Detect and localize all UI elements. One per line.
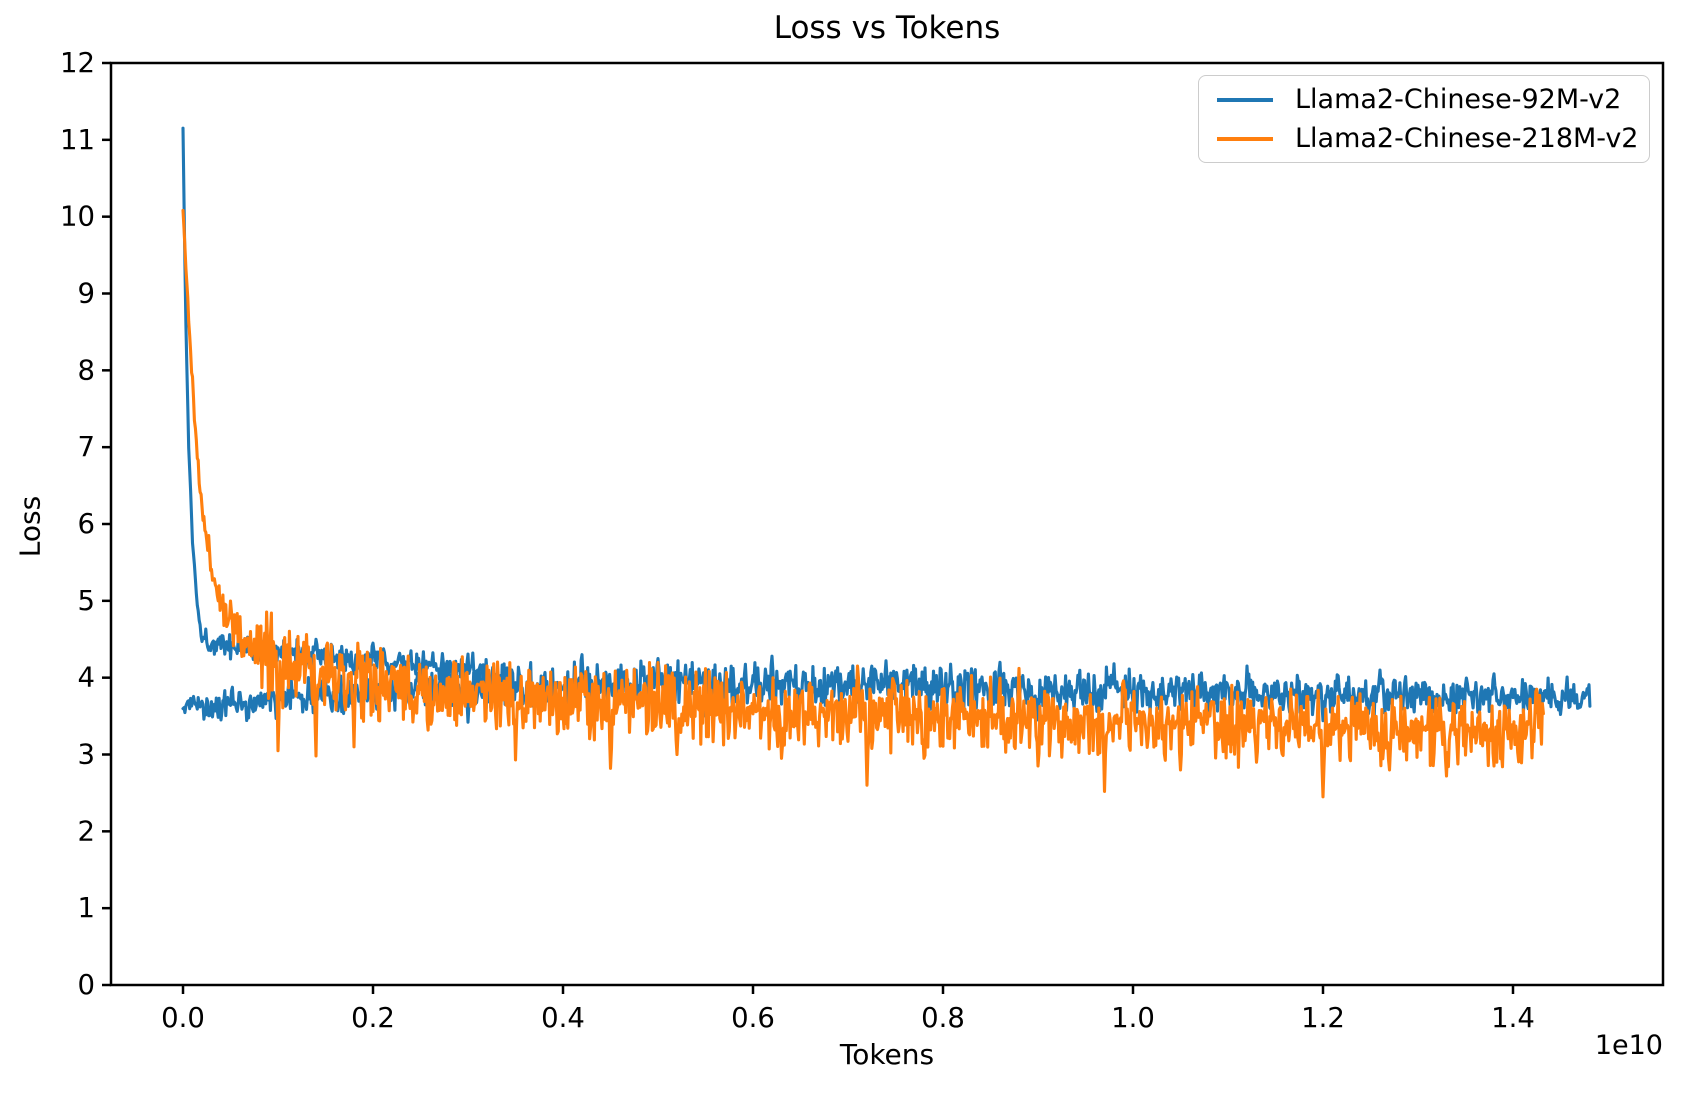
y-tick-label: 3	[78, 739, 96, 771]
legend-item: Llama2-Chinese-92M-v2	[1217, 83, 1649, 115]
y-tick-label: 5	[78, 585, 96, 617]
x-tick-label: 0.8	[921, 1002, 965, 1034]
y-tick-label: 2	[78, 815, 96, 847]
legend-item: Llama2-Chinese-218M-v2	[1217, 122, 1649, 154]
series-line-Llama2-Chinese-218M-v2	[181, 208, 1545, 799]
x-tick-label: 1.4	[1491, 1002, 1535, 1034]
y-tick-label: 6	[78, 508, 96, 540]
y-tick-label: 8	[78, 354, 96, 386]
y-tick-label: 7	[78, 431, 96, 463]
x-axis-label: Tokens	[839, 1038, 935, 1071]
y-tick-label: 12	[60, 47, 95, 79]
legend-label: Llama2-Chinese-92M-v2	[1295, 83, 1622, 115]
x-tick-label: 0.2	[351, 1002, 395, 1034]
legend-label: Llama2-Chinese-218M-v2	[1295, 122, 1639, 154]
y-tick-label: 4	[78, 662, 96, 694]
y-tick-label: 11	[60, 124, 95, 156]
y-tick-label: 0	[78, 969, 96, 1001]
series-line-Llama2-Chinese-92M-v2	[181, 126, 1592, 724]
y-axis-label: Loss	[13, 495, 47, 558]
legend-line-swatch-icon	[1217, 136, 1273, 141]
x-axis-offset-label: 1e10	[1594, 1030, 1663, 1061]
y-tick-label: 9	[78, 278, 96, 310]
y-tick-label: 1	[78, 892, 96, 924]
x-tick-label: 0.6	[731, 1002, 775, 1034]
x-tick-label: 0.4	[541, 1002, 585, 1034]
x-tick-label: 1.0	[1111, 1002, 1155, 1034]
axes-frame	[109, 61, 1665, 987]
chart-title: Loss vs Tokens	[773, 10, 1001, 46]
x-tick-label: 1.2	[1301, 1002, 1345, 1034]
legend: Llama2-Chinese-92M-v2 Llama2-Chinese-218…	[1198, 75, 1650, 163]
x-tick-label: 0.0	[161, 1002, 205, 1034]
legend-line-swatch-icon	[1217, 97, 1273, 102]
y-tick-label: 10	[60, 201, 95, 233]
